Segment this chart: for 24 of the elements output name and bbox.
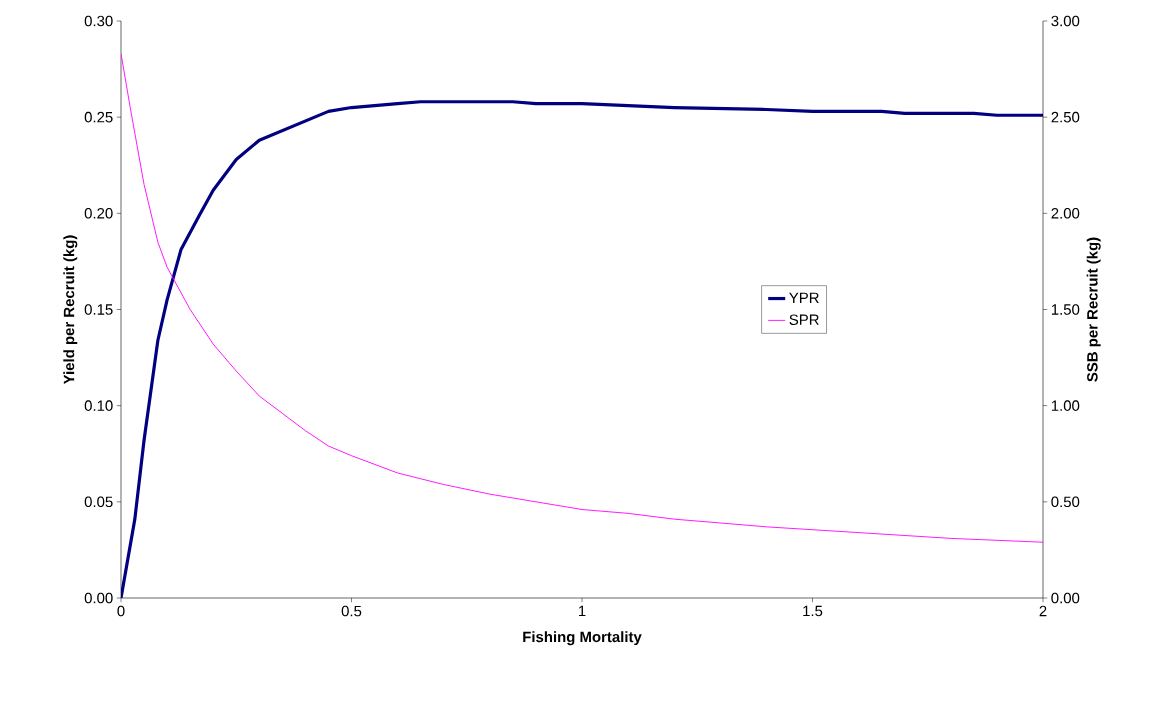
x-tick-label: 1.5: [803, 605, 823, 617]
y2-tick-label: 2.50: [1051, 111, 1080, 123]
x-tick-label: 2: [1039, 605, 1047, 617]
y2-tick-label: 3.00: [1051, 15, 1080, 27]
y2-tick-label: 1.00: [1051, 400, 1080, 411]
y2-tick-label: 1.50: [1051, 304, 1080, 315]
y2-tick-label: 2.00: [1051, 208, 1080, 219]
y-tick-label: 0.00: [84, 592, 113, 604]
y-tick-label: 0.30: [84, 15, 113, 27]
y-axis-title: Yield per Recruit (kg): [63, 235, 78, 385]
y2-tick-label: 0.00: [1051, 592, 1080, 604]
legend-label: SPR: [789, 314, 819, 325]
x-tick-label: 0.5: [341, 605, 362, 617]
y2-axis-title: SSB per Recruit (kg): [1086, 237, 1101, 382]
y2-tick-label: 0.50: [1051, 496, 1080, 508]
y-tick-label: 0.25: [84, 111, 113, 123]
y-tick-label: 0.20: [84, 208, 113, 219]
y-tick-label: 0.15: [84, 304, 113, 315]
x-tick-label: 1: [578, 605, 586, 617]
x-tick-label: 0: [117, 605, 125, 617]
legend-label: YPR: [789, 292, 819, 303]
y-tick-label: 0.10: [84, 400, 113, 411]
x-axis-title: Fishing Mortality: [523, 631, 642, 646]
y-tick-label: 0.05: [84, 496, 113, 508]
